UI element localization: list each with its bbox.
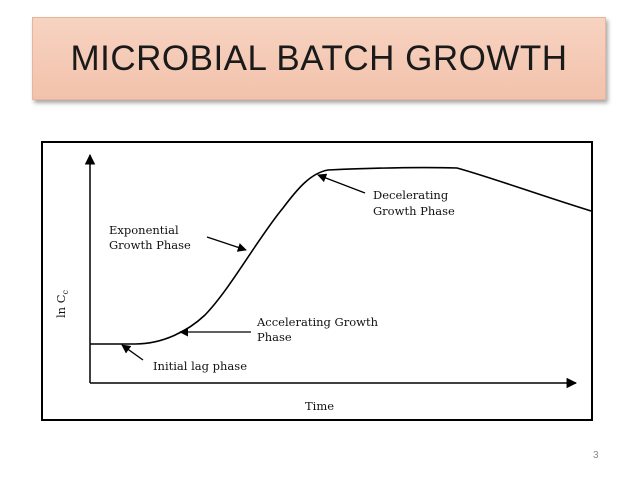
exponential-label-2: Growth Phase <box>109 238 191 252</box>
growth-curve <box>90 166 591 345</box>
page-number: 3 <box>593 450 599 461</box>
decelerating-label-2: Growth Phase <box>373 204 455 218</box>
lag-arrow <box>121 344 144 361</box>
accelerating-label-2: Phase <box>257 330 292 344</box>
lag-label: Initial lag phase <box>153 359 247 373</box>
slide-title: MICROBIAL BATCH GROWTH <box>70 38 568 78</box>
title-box: MICROBIAL BATCH GROWTH <box>32 17 606 100</box>
y-axis-label: ln Cc <box>54 289 70 318</box>
decelerating-label-1: Decelerating <box>373 188 449 202</box>
decelerating-arrow <box>317 173 366 194</box>
accelerating-label-1: Accelerating Growth <box>256 315 379 329</box>
x-axis-label: Time <box>305 399 334 413</box>
exponential-arrow <box>206 236 247 252</box>
growth-curve-svg: ln Cc Time Exponential Growth Phase Dece… <box>54 153 591 413</box>
growth-curve-figure: ln Cc Time Exponential Growth Phase Dece… <box>41 141 593 421</box>
exponential-label-1: Exponential <box>109 223 179 237</box>
